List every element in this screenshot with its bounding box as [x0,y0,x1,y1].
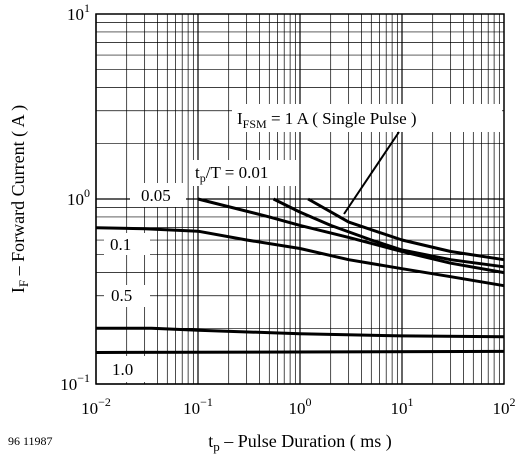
series-group [95,197,505,354]
series-line-0.1 [95,226,505,288]
label-bg-1.0 [104,356,154,382]
ifsm-main: I [237,109,243,128]
x-tick-label: 101 [391,395,414,418]
y-title-sub: F [16,280,31,287]
label-bg-0.1 [104,233,150,255]
duty-rest: /T = 0.01 [206,163,269,182]
ifsm-annotation: IFSM = 1 A ( Single Pulse ) [237,109,417,131]
y-tick-label: 10−1 [60,371,90,394]
x-tick-label: 100 [289,395,312,418]
y-tick-label: 101 [67,1,90,24]
x-title-rest: – Pulse Duration ( ms ) [220,431,392,452]
x-tick-label: 102 [493,395,516,418]
x-title-sub: p [213,439,220,454]
ifsm-rest: = 1 A ( Single Pulse ) [267,109,417,128]
label-bg-ifsm [232,104,502,132]
y-tick-label: 100 [67,186,90,209]
label-bg-duty [190,160,298,186]
ifsm-sub: FSM [243,117,267,131]
label-bg-0.05 [130,183,186,207]
series-line-1.0 [95,349,505,354]
duty-annotation: tp/T = 0.01 [195,163,268,185]
series-line-1-A-(-Single-Pulse-) [272,197,505,269]
label-bg-0.5 [104,285,150,307]
series-line-0.5 [96,326,505,339]
y-title-rest: – Forward Current ( A ) [8,105,29,280]
ifsm-pointer [343,131,400,215]
series-label-1.0: 1.0 [112,360,133,379]
series-label-0.1: 0.1 [110,235,131,254]
y-axis-title: IF – Forward Current ( A ) [8,105,31,293]
series-line-0.05 [197,197,505,275]
x-axis-title: tp – Pulse Duration ( ms ) [208,431,392,454]
x-tick-label: 10−2 [81,395,111,418]
series-label-0.05: 0.05 [141,186,171,205]
y-title-main: I [8,287,28,293]
duty-main: t [195,163,200,182]
figure-id: 96 11987 [8,434,53,448]
x-title-main: t [208,431,213,451]
x-tick-label: 10−1 [183,395,213,418]
plot-frame [95,13,505,385]
duty-sub: p [200,171,206,185]
grid [95,14,504,385]
series-label-0.5: 0.5 [111,286,132,305]
series-line-0.01 [307,197,505,262]
